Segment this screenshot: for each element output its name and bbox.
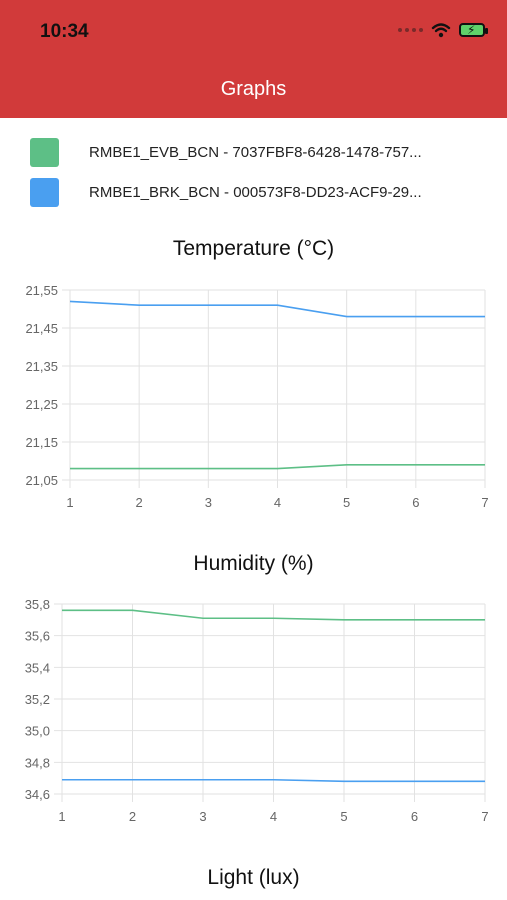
series-line-1	[69, 300, 485, 318]
x-tick-label: 1	[66, 495, 73, 510]
x-tick-label: 7	[481, 495, 488, 510]
x-tick-label: 5	[340, 809, 347, 824]
humidity-chart-title: Humidity (%)	[193, 552, 314, 575]
y-tick-label: 21,45	[25, 321, 58, 336]
legend-label: RMBE1_BRK_BCN - 000573F8-DD23-ACF9-29...	[89, 183, 422, 201]
wifi-icon	[431, 23, 451, 38]
y-tick-label: 35,0	[25, 724, 50, 739]
temperature-chart-title: Temperature (°C)	[172, 237, 335, 260]
status-time: 10:34	[40, 21, 89, 42]
x-tick-label: 6	[411, 809, 418, 824]
x-tick-label: 3	[205, 495, 212, 510]
y-tick-label: 21,15	[25, 435, 58, 450]
page-title: Graphs	[220, 78, 287, 100]
y-tick-label: 21,35	[25, 359, 58, 374]
x-tick-label: 1	[58, 809, 65, 824]
series-line-2	[62, 778, 485, 783]
status-icons: ⚡	[398, 22, 488, 38]
x-tick-label: 2	[136, 495, 143, 510]
battery-icon: ⚡	[459, 23, 488, 37]
y-tick-label: 34,8	[25, 755, 50, 770]
x-tick-label: 4	[274, 495, 281, 510]
temperature-chart: 21,55 21,45 21,35 21,25 21,15 21,05 1 2 3 4 5 6 7	[25, 283, 488, 510]
y-tick-label: 34,6	[25, 787, 50, 802]
light-chart-title: Light (lux)	[207, 866, 300, 889]
x-tick-label: 6	[412, 495, 419, 510]
y-tick-label: 35,4	[25, 660, 50, 675]
legend-swatch-blue	[30, 177, 59, 207]
legend-item[interactable]: RMBE1_EVB_BCN - 7037FBF8-6428-1478-757..…	[30, 136, 422, 168]
x-tick-label: 2	[129, 809, 136, 824]
y-tick-label: 35,8	[25, 597, 50, 612]
y-tick-label: 21,25	[25, 397, 58, 412]
series-line-1	[62, 609, 485, 621]
y-tick-label: 35,2	[25, 692, 50, 707]
series-line-2	[70, 464, 485, 470]
legend-swatch-green	[30, 137, 59, 167]
y-tick-label: 35,6	[25, 629, 50, 644]
x-tick-label: 5	[343, 495, 350, 510]
legend-label: RMBE1_EVB_BCN - 7037FBF8-6428-1478-757..…	[89, 143, 422, 161]
x-tick-label: 7	[481, 809, 488, 824]
legend-item[interactable]: RMBE1_BRK_BCN - 000573F8-DD23-ACF9-29...	[30, 176, 422, 208]
humidity-chart: 35,8 35,6 35,4 35,2 35,0 34,8 34,6 1 2 3 4 5 6 7	[25, 597, 489, 824]
x-tick-label: 3	[199, 809, 206, 824]
legend: RMBE1_EVB_BCN - 7037FBF8-6428-1478-757..…	[30, 136, 422, 216]
y-tick-label: 21,05	[25, 473, 58, 488]
y-tick-label: 21,55	[25, 283, 58, 298]
app-header: 10:34 ⚡ Graphs	[0, 0, 507, 118]
x-tick-label: 4	[270, 809, 277, 824]
cellular-signal-icon	[398, 28, 423, 32]
